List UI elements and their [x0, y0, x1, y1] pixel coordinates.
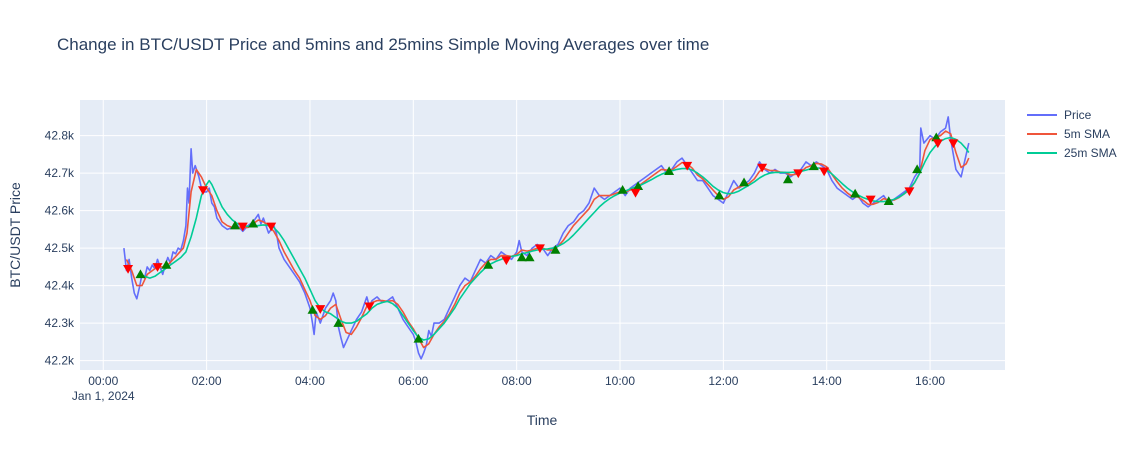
sell-signal-marker [793, 169, 804, 179]
x-tick-label: 10:00 [605, 374, 635, 388]
buy-signal-marker [161, 260, 172, 269]
series-line-25m-sma [139, 136, 970, 341]
sell-signal-marker [315, 305, 326, 314]
buy-signal-marker [739, 177, 750, 187]
x-axis-title: Time [527, 412, 558, 428]
buy-signal-marker [483, 260, 494, 269]
y-tick-label: 42.3k [45, 316, 75, 330]
sell-signal-marker [364, 302, 375, 312]
buy-signal-marker [135, 269, 146, 279]
series-lines [123, 116, 970, 360]
legend[interactable]: Price 5m SMA 25m SMA [1027, 108, 1117, 160]
buy-signal-marker [248, 218, 259, 228]
buy-signal-marker [230, 220, 241, 230]
sell-signal-marker [682, 161, 693, 171]
legend-label: 5m SMA [1064, 127, 1110, 141]
buy-signal-marker [664, 166, 675, 175]
grid [80, 100, 1005, 370]
x-tick-label: 00:00 [88, 374, 118, 388]
y-tick-label: 42.4k [45, 279, 75, 293]
buy-signal-marker [413, 333, 424, 343]
buy-signal-marker [550, 245, 561, 254]
y-axis: 42.2k 42.3k 42.4k 42.5k 42.6k 42.7k 42.8k [45, 129, 75, 368]
x-tick-label: 02:00 [192, 374, 222, 388]
legend-label: Price [1064, 108, 1092, 122]
x-tick-label: 16:00 [915, 374, 945, 388]
buy-signal-marker [808, 161, 819, 171]
y-tick-label: 42.8k [45, 129, 75, 143]
sell-signal-marker [865, 195, 876, 205]
x-tick-sublabel: Jan 1, 2024 [72, 389, 135, 403]
plot-area [80, 100, 1005, 370]
buy-signal-marker [524, 252, 535, 262]
sell-signal-marker [932, 139, 943, 149]
sell-signal-marker [819, 167, 830, 177]
sell-signal-marker [123, 265, 134, 274]
x-tick-label: 06:00 [398, 374, 428, 388]
buy-signal-marker [782, 174, 793, 184]
sell-signal-marker [266, 222, 277, 232]
x-tick-label: 08:00 [502, 374, 532, 388]
legend-item-price[interactable]: Price [1027, 108, 1092, 122]
buy-signal-marker [516, 252, 527, 262]
chart-title: Change in BTC/USDT Price and 5mins and 2… [57, 35, 709, 54]
x-tick-label: 14:00 [812, 374, 842, 388]
buy-signal-marker [883, 196, 894, 205]
y-tick-label: 42.7k [45, 166, 75, 180]
y-tick-label: 42.2k [45, 354, 75, 368]
sell-signal-marker [757, 163, 768, 173]
buy-signal-marker [633, 181, 644, 190]
buy-signal-marker [850, 188, 861, 198]
buy-signal-marker [912, 164, 923, 174]
y-tick-label: 42.5k [45, 241, 75, 255]
legend-item-5m-sma[interactable]: 5m SMA [1027, 127, 1110, 141]
sell-signal-marker [904, 187, 915, 197]
buy-signal-marker [333, 318, 344, 327]
x-tick-label: 04:00 [295, 374, 325, 388]
sell-signal-marker [197, 186, 208, 195]
sell-signal-marker [237, 222, 248, 232]
sell-signal-marker [152, 263, 163, 272]
sell-signal-marker [630, 188, 641, 198]
buy-signal-marker [714, 190, 725, 200]
sell-signal-marker [948, 139, 959, 149]
legend-label: 25m SMA [1064, 146, 1117, 160]
x-tick-label: 12:00 [708, 374, 738, 388]
buy-signal-marker [617, 185, 628, 194]
buy-signal-marker [307, 305, 318, 314]
y-axis-title: BTC/USDT Price [7, 182, 23, 288]
y-tick-label: 42.6k [45, 204, 75, 218]
series-line-price [123, 116, 970, 360]
sell-signal-marker [534, 244, 545, 254]
buy-signal-marker [931, 132, 942, 142]
signal-markers [123, 132, 959, 343]
sell-signal-marker [501, 256, 512, 266]
legend-item-25m-sma[interactable]: 25m SMA [1027, 146, 1117, 160]
